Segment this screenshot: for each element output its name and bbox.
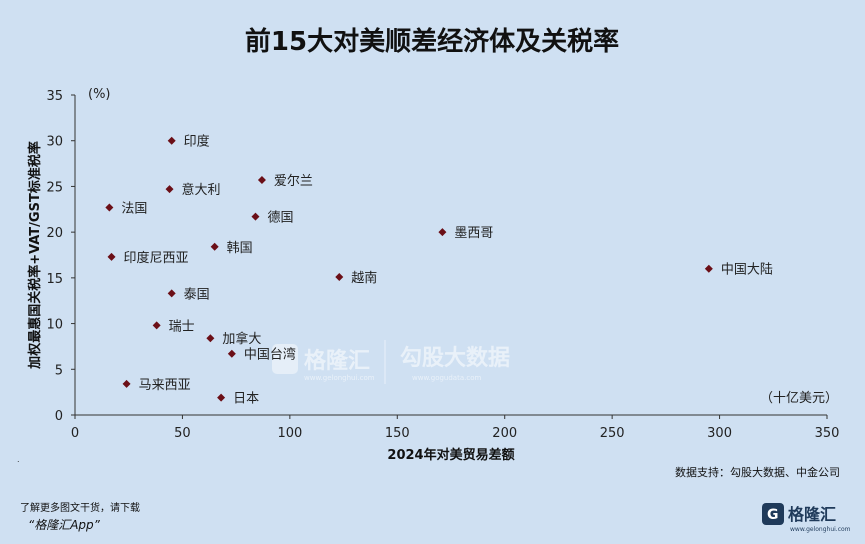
point-label: 印度尼西亚 bbox=[124, 250, 189, 266]
data-point: 日本 bbox=[217, 392, 259, 407]
point-label: 中国台湾 bbox=[244, 347, 296, 363]
chart-title: 前15大对美顺差经济体及关税率 bbox=[245, 26, 619, 57]
point-marker bbox=[210, 242, 219, 251]
y-tick-label: 0 bbox=[55, 409, 63, 424]
data-point: 爱尔兰 bbox=[257, 174, 313, 189]
point-label: 法国 bbox=[121, 201, 147, 216]
point-marker bbox=[152, 321, 161, 330]
data-point: 德国 bbox=[251, 211, 293, 226]
brand-logo-text: 格隆汇 bbox=[788, 505, 836, 524]
point-marker bbox=[438, 228, 447, 237]
point-label: 韩国 bbox=[227, 241, 253, 256]
data-point: 加拿大 bbox=[206, 331, 261, 347]
data-point: 意大利 bbox=[165, 182, 221, 198]
footer-app-name: “格隆汇App” bbox=[28, 518, 101, 532]
x-tick-label: 300 bbox=[707, 426, 732, 441]
point-label: 日本 bbox=[233, 392, 259, 407]
brand-logo-glyph: G bbox=[767, 507, 779, 523]
watermark: 格隆汇 www.gelonghui.com 勾股大数据 www.gogudata… bbox=[272, 340, 510, 384]
data-point: 印度尼西亚 bbox=[107, 250, 189, 266]
point-label: 中国大陆 bbox=[721, 262, 773, 278]
x-tick-label: 350 bbox=[815, 426, 840, 441]
y-tick-label: 35 bbox=[46, 89, 63, 104]
point-marker bbox=[167, 136, 176, 145]
y-tick-label: 25 bbox=[46, 180, 63, 195]
y-tick-label: 5 bbox=[55, 363, 63, 378]
brand-logo-icon bbox=[762, 503, 784, 525]
y-tick-label: 20 bbox=[46, 226, 63, 241]
point-marker bbox=[257, 176, 266, 185]
y-tick-label: 30 bbox=[46, 135, 63, 150]
data-point: 法国 bbox=[105, 201, 147, 216]
point-marker bbox=[704, 264, 713, 273]
point-marker bbox=[107, 252, 116, 261]
x-tick-label: 250 bbox=[600, 426, 625, 441]
point-label: 马来西亚 bbox=[139, 378, 191, 393]
watermark-url-1: www.gelonghui.com bbox=[304, 374, 375, 382]
data-point: 墨西哥 bbox=[438, 226, 493, 241]
watermark-brand-2: 勾股大数据 bbox=[400, 345, 510, 371]
data-point: 中国大陆 bbox=[704, 262, 773, 278]
footer-promo-line: 了解更多图文干货，请下载 bbox=[20, 501, 140, 514]
watermark-brand-1: 格隆汇 bbox=[304, 348, 370, 374]
point-marker bbox=[251, 212, 260, 221]
point-marker bbox=[105, 203, 114, 212]
y-tick-label: 15 bbox=[46, 272, 63, 287]
x-tick-label: 50 bbox=[174, 426, 191, 441]
data-point: 中国台湾 bbox=[227, 347, 296, 363]
data-point: 韩国 bbox=[210, 241, 253, 256]
point-label: 爱尔兰 bbox=[274, 174, 313, 189]
point-label: 墨西哥 bbox=[454, 226, 493, 241]
point-marker bbox=[217, 393, 226, 402]
x-tick-label: 200 bbox=[492, 426, 517, 441]
data-point: 印度 bbox=[167, 134, 210, 150]
x-unit-label: （十亿美元） bbox=[760, 391, 838, 406]
data-point: 马来西亚 bbox=[122, 378, 191, 393]
data-point: 越南 bbox=[335, 270, 377, 286]
brand-logo[interactable]: G 格隆汇 www.gelonghui.com bbox=[762, 503, 851, 533]
point-marker bbox=[227, 349, 236, 358]
y-axis-title: 加权最惠国关税率+VAT/GST标准税率 bbox=[27, 141, 43, 370]
source-note: 数据支持：勾股大数据、中金公司 bbox=[675, 465, 840, 479]
x-tick-label: 100 bbox=[277, 426, 302, 441]
y-axis-ticks: 0 5 10 15 20 25 30 35 bbox=[46, 89, 75, 424]
point-marker bbox=[167, 289, 176, 298]
x-tick-label: 150 bbox=[385, 426, 410, 441]
point-marker bbox=[206, 334, 215, 343]
data-point: 泰国 bbox=[167, 287, 210, 302]
point-marker bbox=[122, 379, 131, 388]
x-tick-label: 0 bbox=[71, 426, 79, 441]
watermark-url-2: www.gogudata.com bbox=[412, 374, 481, 382]
point-label: 越南 bbox=[351, 270, 377, 286]
point-label: 德国 bbox=[267, 211, 293, 226]
point-label: 印度 bbox=[184, 134, 210, 150]
x-axis-ticks: 0 50 100 150 200 250 300 350 bbox=[71, 415, 840, 441]
point-label: 意大利 bbox=[182, 182, 221, 198]
data-point: 瑞士 bbox=[152, 319, 195, 334]
point-marker bbox=[165, 185, 174, 194]
x-axis-title: 2024年对美贸易差额 bbox=[387, 447, 514, 463]
point-marker bbox=[335, 272, 344, 281]
y-tick-label: 10 bbox=[46, 318, 63, 333]
small-dot-marker: . bbox=[17, 455, 20, 464]
point-label: 泰国 bbox=[184, 287, 210, 302]
y-unit-label: (%) bbox=[88, 87, 111, 102]
point-label: 加拿大 bbox=[222, 331, 261, 347]
point-label: 瑞士 bbox=[169, 319, 195, 334]
scatter-points: 印度爱尔兰意大利法国德国墨西哥韩国印度尼西亚中国大陆越南泰国瑞士加拿大中国台湾马… bbox=[105, 134, 773, 407]
watermark-logo-icon bbox=[272, 344, 298, 374]
brand-logo-url: www.gelonghui.com bbox=[790, 526, 851, 533]
